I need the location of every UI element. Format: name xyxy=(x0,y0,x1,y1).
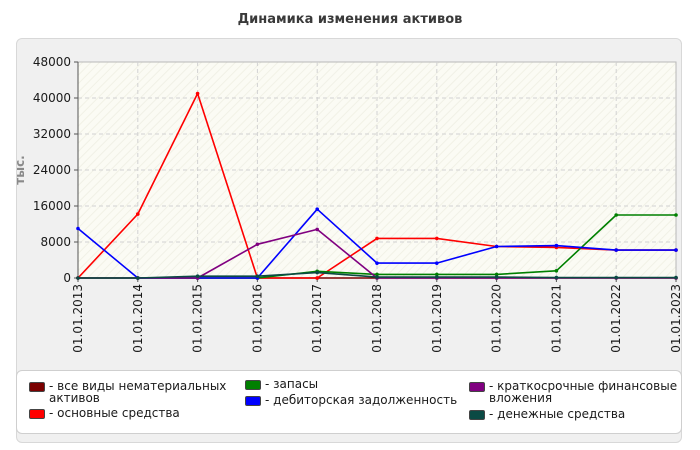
legend-swatch xyxy=(469,410,485,420)
y-tick-label: 48000 xyxy=(33,55,71,69)
series-point xyxy=(674,248,678,252)
legend: - все виды нематериальных активов - основ… xyxy=(16,370,682,434)
series-point xyxy=(315,276,320,280)
x-axis: 01.01.2013 01.01.2014 01.01.2015 01.01.2016… xyxy=(71,277,683,353)
series-point xyxy=(494,244,499,249)
y-tick-label: 8000 xyxy=(40,235,71,249)
series-point xyxy=(375,272,379,277)
series-point xyxy=(435,261,439,265)
x-tick-label: 01.01.2014 xyxy=(131,284,145,353)
chart-plot: 0 8000 16000 24000 32000 40000 48000 01.01.201… xyxy=(13,55,683,353)
x-tick-label: 01.01.2021 xyxy=(549,284,563,353)
legend-swatch xyxy=(245,380,261,390)
series-point xyxy=(614,213,618,217)
series-point xyxy=(435,236,439,241)
series-point xyxy=(255,274,260,279)
series-lines xyxy=(76,91,678,280)
legend-label: - запасы xyxy=(265,377,319,391)
legend-item: - все виды нематериальных активов xyxy=(29,380,226,404)
legend-label: - дебиторская задолженность xyxy=(265,393,458,407)
y-tick-label: 40000 xyxy=(33,91,71,105)
legend-swatch xyxy=(245,396,261,406)
legend-item: - дебиторская задолженность xyxy=(245,394,457,406)
legend-label: - краткосрочные финансовые вложения xyxy=(489,379,678,405)
x-tick-label: 01.01.2017 xyxy=(310,284,324,353)
y-tick-label: 32000 xyxy=(33,127,71,141)
series-point xyxy=(315,227,320,232)
series-point xyxy=(554,275,559,280)
series-point xyxy=(674,275,678,280)
legend-item: - денежные средства xyxy=(469,408,625,420)
series-point xyxy=(315,270,320,275)
series-point xyxy=(136,212,140,216)
y-tick-label: 0 xyxy=(63,271,71,285)
series-point xyxy=(315,207,320,211)
legend-label: - основные средства xyxy=(49,406,180,420)
legend-swatch xyxy=(469,382,485,392)
series-point xyxy=(375,261,379,265)
series-point xyxy=(674,213,678,217)
legend-label: - денежные средства xyxy=(489,407,626,421)
series-point xyxy=(494,272,499,277)
series-point xyxy=(136,276,140,280)
legend-label: - все виды нематериальных активов xyxy=(49,379,227,405)
y-tick-label: 24000 xyxy=(33,163,71,177)
series-point xyxy=(614,248,618,252)
x-tick-label: 01.01.2020 xyxy=(490,284,504,353)
y-axis-label: тыс. xyxy=(13,155,27,184)
chart-title: Динамика изменения активов xyxy=(237,12,463,27)
x-tick-label: 01.01.2013 xyxy=(71,284,85,353)
series-point xyxy=(435,275,439,279)
legend-item: - основные средства xyxy=(29,407,180,419)
series-point xyxy=(375,275,379,279)
y-tick-label: 16000 xyxy=(33,199,71,213)
series-point xyxy=(554,269,559,273)
x-tick-label: 01.01.2016 xyxy=(250,284,264,353)
series-point xyxy=(195,91,200,96)
series-point xyxy=(435,272,439,277)
series-point xyxy=(614,275,618,280)
legend-swatch xyxy=(29,409,45,419)
series-point xyxy=(494,275,499,279)
series-point xyxy=(255,242,260,247)
x-tick-label: 01.01.2022 xyxy=(609,284,623,353)
y-axis: 0 8000 16000 24000 32000 40000 48000 xyxy=(33,55,79,285)
legend-item: - запасы xyxy=(245,378,318,390)
series-point xyxy=(195,274,200,279)
series-point xyxy=(76,226,80,231)
x-tick-label: 01.01.2015 xyxy=(191,284,205,353)
legend-item: - краткосрочные финансовые вложения xyxy=(469,380,677,404)
x-tick-label: 01.01.2019 xyxy=(430,284,444,353)
series-point xyxy=(554,243,559,248)
legend-swatch xyxy=(29,382,45,392)
x-tick-label: 01.01.2023 xyxy=(669,284,683,353)
series-point xyxy=(375,236,379,241)
series-point xyxy=(76,276,80,280)
x-tick-label: 01.01.2018 xyxy=(370,284,384,353)
